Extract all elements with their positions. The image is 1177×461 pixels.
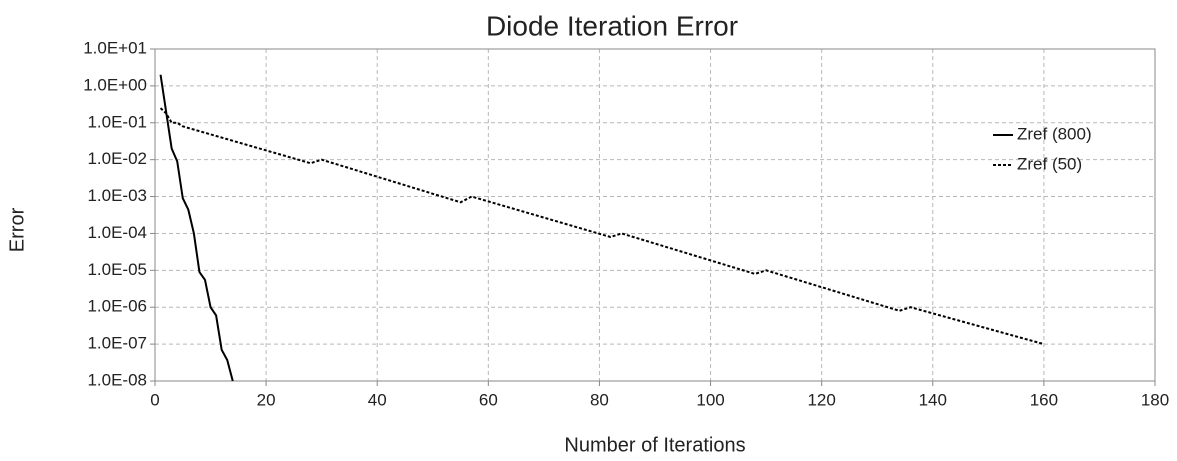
- y-tick-label: 1.0E+00: [83, 75, 147, 94]
- x-tick-label: 80: [590, 390, 609, 409]
- x-axis-label: Number of Iterations: [564, 434, 745, 456]
- x-tick-label: 40: [368, 390, 387, 409]
- y-tick-label: 1.0E-04: [87, 223, 147, 242]
- x-tick-label: 100: [696, 390, 724, 409]
- y-tick-label: 1.0E-07: [87, 334, 147, 353]
- x-tick-label: 60: [479, 390, 498, 409]
- x-tick-label: 160: [1030, 390, 1058, 409]
- y-tick-label: 1.0E-02: [87, 149, 147, 168]
- y-tick-label: 1.0E-01: [87, 112, 147, 131]
- y-axis-label: Error: [6, 207, 28, 252]
- x-tick-label: 180: [1141, 390, 1169, 409]
- plot-frame: [154, 48, 1156, 382]
- legend-label: Zref (50): [1017, 154, 1082, 173]
- y-tick-label: 1.0E+01: [83, 38, 147, 57]
- y-tick-label: 1.0E-05: [87, 260, 147, 279]
- chart-title: Diode Iteration Error: [486, 10, 738, 41]
- legend-label: Zref (800): [1017, 124, 1092, 143]
- x-tick-label: 120: [807, 390, 835, 409]
- y-tick-label: 1.0E-03: [87, 186, 147, 205]
- x-tick-label: 20: [257, 390, 276, 409]
- x-tick-label: 140: [919, 390, 947, 409]
- series-line: [159, 74, 234, 382]
- y-tick-label: 1.0E-06: [87, 297, 147, 316]
- y-tick-label: 1.0E-08: [87, 370, 147, 389]
- x-tick-label: 0: [150, 390, 159, 409]
- series-line: [159, 107, 1045, 346]
